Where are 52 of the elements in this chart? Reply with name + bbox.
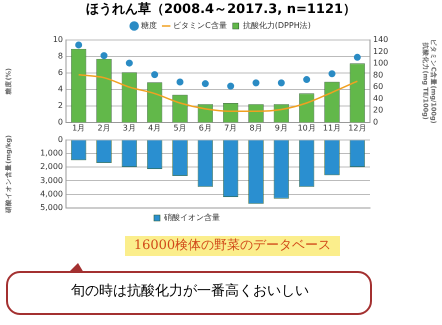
point bbox=[75, 41, 82, 48]
point bbox=[176, 78, 184, 86]
y-tick-label: 3,000 bbox=[40, 176, 63, 185]
x-tick-label: 3月 bbox=[122, 123, 136, 132]
y-tick-label: 8 bbox=[58, 52, 63, 61]
y2-tick-label: 60 bbox=[373, 82, 384, 92]
point bbox=[100, 52, 108, 60]
x-tick-label: 8月 bbox=[249, 123, 263, 132]
point bbox=[151, 71, 158, 78]
point bbox=[227, 82, 234, 90]
y2-tick-label: 140 bbox=[373, 35, 388, 44]
text: 旬の時は抗酸化力が一番高くおいしい bbox=[70, 282, 310, 301]
point bbox=[252, 79, 260, 86]
legend-label: 抗酸化力(DPPH法) bbox=[242, 21, 311, 30]
point bbox=[126, 60, 133, 67]
line-series bbox=[78, 74, 358, 112]
y2-tick-label: 0 bbox=[373, 117, 378, 126]
point bbox=[303, 76, 310, 84]
y2-tick-label: 20 bbox=[373, 106, 384, 115]
x-tick-label: 9月 bbox=[274, 123, 288, 132]
y-tick-label: 4,000 bbox=[40, 189, 63, 198]
y-tick-label: 1,000 bbox=[40, 148, 63, 158]
legend-label: ビタミンC含量 bbox=[173, 21, 227, 30]
legend-label: 硝酸イオン含量 bbox=[163, 213, 220, 222]
x-tick-label: 6月 bbox=[198, 123, 212, 132]
y-tick-label: 5,000 bbox=[40, 203, 63, 212]
x-tick-label: 11月 bbox=[322, 123, 342, 132]
y2-tick-label: 80 bbox=[373, 70, 384, 80]
y-tick-label: 10 bbox=[52, 35, 63, 44]
x-tick-label: 7月 bbox=[224, 123, 238, 132]
x-tick-label: 5月 bbox=[173, 123, 187, 132]
text: 16000検体の野菜のデータベース bbox=[125, 236, 340, 256]
y-tick-label: 2 bbox=[58, 101, 63, 110]
y-tick-label: 0 bbox=[58, 134, 63, 144]
point bbox=[354, 54, 361, 61]
x-tick-label: 4月 bbox=[148, 123, 162, 132]
x-tick-label: 1月 bbox=[72, 123, 86, 132]
chart-title: ほうれん草（2008.4～2017.3, n=1121） bbox=[84, 1, 358, 18]
point bbox=[328, 70, 336, 78]
y-tick-label: 6 bbox=[58, 68, 63, 78]
point bbox=[202, 80, 209, 88]
y-tick-label: 0 bbox=[58, 117, 63, 126]
x-tick-label: 2月 bbox=[97, 123, 111, 132]
y-tick-label: 2,000 bbox=[40, 162, 63, 172]
x-tick-label: 10月 bbox=[298, 123, 316, 132]
point bbox=[278, 79, 285, 86]
y-tick-label: 4 bbox=[58, 84, 63, 94]
y2-tick-label: 100 bbox=[373, 58, 388, 68]
y2-tick-label: 40 bbox=[373, 94, 384, 103]
x-tick-label: 12月 bbox=[348, 123, 366, 132]
y2-tick-label: 120 bbox=[373, 46, 388, 56]
legend-label: 糖度 bbox=[141, 21, 158, 30]
